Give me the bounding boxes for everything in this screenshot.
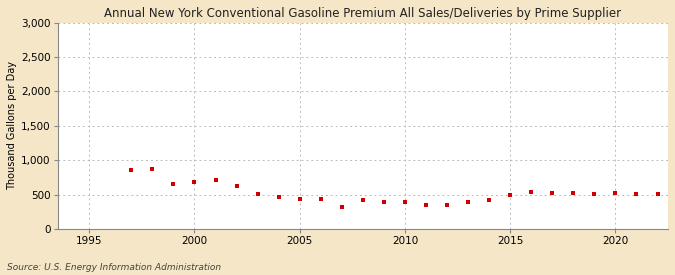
Point — [315, 197, 326, 202]
Point — [610, 191, 621, 196]
Point — [210, 178, 221, 182]
Point — [526, 190, 537, 194]
Point — [294, 197, 305, 201]
Point — [252, 192, 263, 196]
Point — [589, 192, 600, 196]
Text: Source: U.S. Energy Information Administration: Source: U.S. Energy Information Administ… — [7, 263, 221, 272]
Point — [126, 168, 137, 172]
Point — [505, 193, 516, 197]
Point — [147, 167, 158, 171]
Point — [168, 182, 179, 186]
Point — [42, 53, 53, 58]
Point — [441, 203, 452, 207]
Point — [568, 191, 578, 196]
Point — [484, 198, 495, 202]
Point — [379, 199, 389, 204]
Point — [273, 195, 284, 199]
Point — [652, 192, 663, 196]
Point — [400, 200, 410, 204]
Title: Annual New York Conventional Gasoline Premium All Sales/Deliveries by Prime Supp: Annual New York Conventional Gasoline Pr… — [105, 7, 622, 20]
Point — [336, 205, 347, 209]
Point — [421, 203, 431, 207]
Y-axis label: Thousand Gallons per Day: Thousand Gallons per Day — [7, 61, 17, 190]
Point — [189, 180, 200, 185]
Point — [358, 198, 369, 202]
Point — [547, 191, 558, 196]
Point — [631, 192, 642, 197]
Point — [462, 200, 473, 204]
Point — [231, 183, 242, 188]
